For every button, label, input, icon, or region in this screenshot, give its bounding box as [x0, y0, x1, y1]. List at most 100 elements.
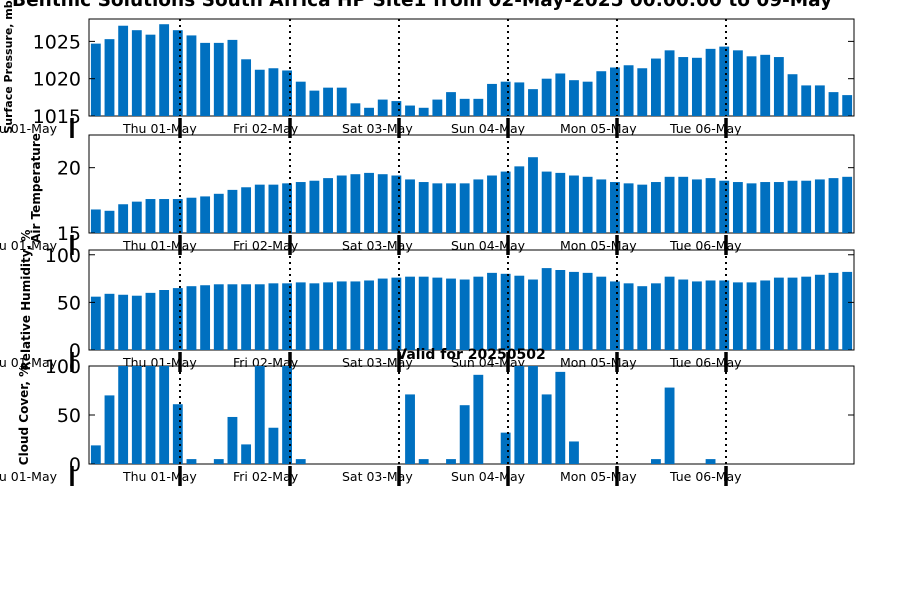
data-bar	[323, 282, 333, 350]
data-bar	[842, 271, 853, 350]
y-axis-label: Surface Pressure, mb	[2, 0, 15, 133]
data-bar	[623, 183, 634, 233]
y-tick-label: 15	[57, 223, 81, 245]
data-bar	[145, 199, 156, 233]
data-bar	[610, 281, 620, 350]
data-bar	[90, 445, 101, 464]
data-bar	[760, 182, 771, 233]
data-bar	[528, 157, 538, 233]
data-bar	[828, 178, 839, 233]
data-bar	[446, 459, 456, 464]
y-axis-label: Relative Humidity, %	[19, 230, 33, 371]
data-bar	[159, 199, 170, 233]
data-bar	[90, 43, 101, 117]
y-tick-label: 50	[57, 292, 81, 314]
x-tick-label: Sun 04-May	[451, 469, 526, 484]
data-bar	[336, 281, 347, 350]
y-tick-label: 100	[45, 245, 81, 267]
data-bar	[500, 81, 511, 116]
data-bar	[541, 394, 552, 464]
data-bar	[678, 279, 689, 350]
data-bar	[651, 182, 661, 233]
x-tick-label: u 01-May	[0, 121, 58, 136]
data-bar	[555, 270, 566, 350]
chart-panel: 1015 1020 1025 Surface Pressure, mbu 01-May…	[0, 0, 855, 138]
data-bar	[637, 184, 648, 233]
data-bar	[241, 59, 252, 116]
data-bar	[801, 180, 812, 233]
data-bar	[200, 196, 211, 233]
x-tick-label: Sun 04-May	[451, 238, 526, 253]
data-bar	[801, 85, 812, 116]
data-bar	[746, 282, 757, 350]
x-tick-label: Mon 05-May	[560, 355, 637, 370]
y-tick-label: 1015	[33, 106, 81, 128]
data-bar	[432, 99, 443, 116]
data-bar	[732, 282, 743, 350]
data-bar	[350, 281, 361, 350]
data-bar	[828, 92, 839, 116]
data-bar	[104, 39, 115, 116]
data-bar	[282, 183, 292, 233]
data-bar	[555, 371, 566, 464]
data-bar	[186, 286, 197, 350]
data-bar	[213, 193, 224, 233]
data-bar	[227, 284, 238, 350]
data-bar	[487, 175, 497, 233]
data-bar	[391, 101, 402, 116]
x-tick-label: Tue 06-May	[669, 121, 742, 136]
x-tick-label: Mon 05-May	[560, 121, 637, 136]
y-tick-label: 100	[45, 356, 81, 378]
data-bar	[610, 67, 620, 116]
data-bar	[719, 280, 730, 350]
data-bar	[104, 210, 115, 233]
data-bar	[104, 293, 115, 350]
data-bar	[651, 58, 661, 116]
data-bar	[705, 459, 716, 464]
data-bar	[254, 69, 265, 116]
data-bar	[323, 178, 333, 233]
x-tick-label: Mon 05-May	[560, 238, 637, 253]
data-bar	[787, 74, 798, 116]
data-bar	[459, 183, 470, 233]
data-bar	[828, 272, 839, 350]
data-bar	[405, 179, 415, 233]
data-bar	[787, 180, 798, 233]
data-bar	[514, 82, 525, 116]
data-bar	[691, 57, 702, 116]
data-bar	[623, 65, 634, 116]
data-bar	[309, 180, 320, 233]
data-bar	[691, 179, 702, 233]
data-bar	[213, 284, 224, 350]
data-bar	[364, 172, 374, 233]
data-bar	[159, 24, 170, 116]
data-bar	[145, 366, 156, 464]
data-bar	[514, 275, 525, 350]
x-tick-label: u 01-May	[0, 238, 58, 253]
data-bar	[131, 30, 142, 116]
data-bar	[90, 209, 101, 233]
data-bar	[418, 459, 429, 464]
data-bar	[432, 183, 443, 233]
data-bar	[473, 374, 484, 464]
data-bar	[705, 280, 716, 350]
plot-frame	[88, 365, 855, 465]
y-axis-label: Air Temperature	[29, 133, 43, 243]
data-bar	[282, 70, 292, 116]
data-bar	[651, 459, 661, 464]
data-bar	[227, 189, 238, 233]
data-bar	[555, 73, 566, 116]
data-bar	[227, 39, 238, 116]
x-tick-label: Sat 03-May	[342, 469, 413, 484]
data-bar	[500, 171, 511, 233]
data-bar	[118, 366, 129, 464]
data-bar	[500, 432, 511, 464]
data-bar	[569, 441, 579, 464]
data-bar	[705, 178, 716, 233]
data-bar	[664, 50, 675, 117]
data-bar	[487, 272, 497, 350]
data-bar	[200, 285, 211, 350]
data-bar	[432, 277, 443, 350]
data-bar	[391, 175, 402, 233]
